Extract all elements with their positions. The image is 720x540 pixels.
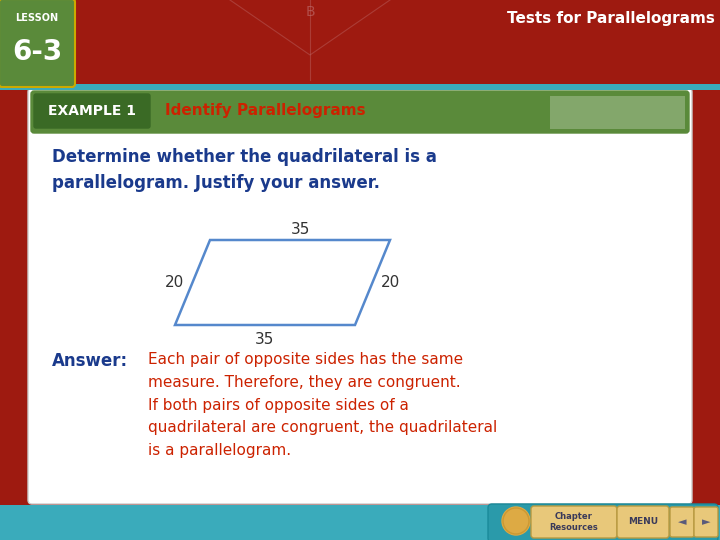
Text: Determine whether the quadrilateral is a
parallelogram. Justify your answer.: Determine whether the quadrilateral is a…: [52, 148, 437, 192]
Text: 35: 35: [290, 221, 310, 237]
FancyBboxPatch shape: [34, 94, 150, 128]
FancyBboxPatch shape: [694, 507, 718, 537]
Text: LESSON: LESSON: [15, 13, 58, 23]
Text: ◄: ◄: [678, 517, 686, 527]
Text: B: B: [305, 5, 315, 19]
Text: EXAMPLE 1: EXAMPLE 1: [48, 104, 136, 118]
FancyBboxPatch shape: [31, 91, 689, 133]
Text: ►: ►: [702, 517, 710, 527]
Text: Tests for Parallelograms: Tests for Parallelograms: [507, 10, 715, 25]
Text: 20: 20: [165, 275, 184, 290]
FancyBboxPatch shape: [488, 504, 718, 540]
Text: Identify Parallelograms: Identify Parallelograms: [165, 104, 366, 118]
Bar: [0, 84, 720, 90]
Bar: [0, 505, 720, 540]
FancyBboxPatch shape: [670, 507, 694, 537]
Circle shape: [502, 507, 530, 535]
Text: 20: 20: [381, 275, 400, 290]
FancyBboxPatch shape: [531, 506, 617, 538]
Text: Chapter
Resources: Chapter Resources: [549, 512, 598, 532]
FancyBboxPatch shape: [0, 0, 75, 87]
Text: 35: 35: [256, 332, 275, 347]
FancyBboxPatch shape: [28, 88, 692, 504]
FancyBboxPatch shape: [617, 506, 669, 538]
Text: 6-3: 6-3: [12, 38, 62, 66]
Text: Each pair of opposite sides has the same
measure. Therefore, they are congruent.: Each pair of opposite sides has the same…: [148, 352, 498, 458]
Text: MENU: MENU: [628, 517, 658, 526]
Text: Answer:: Answer:: [52, 352, 128, 370]
Bar: [550, 96, 685, 129]
